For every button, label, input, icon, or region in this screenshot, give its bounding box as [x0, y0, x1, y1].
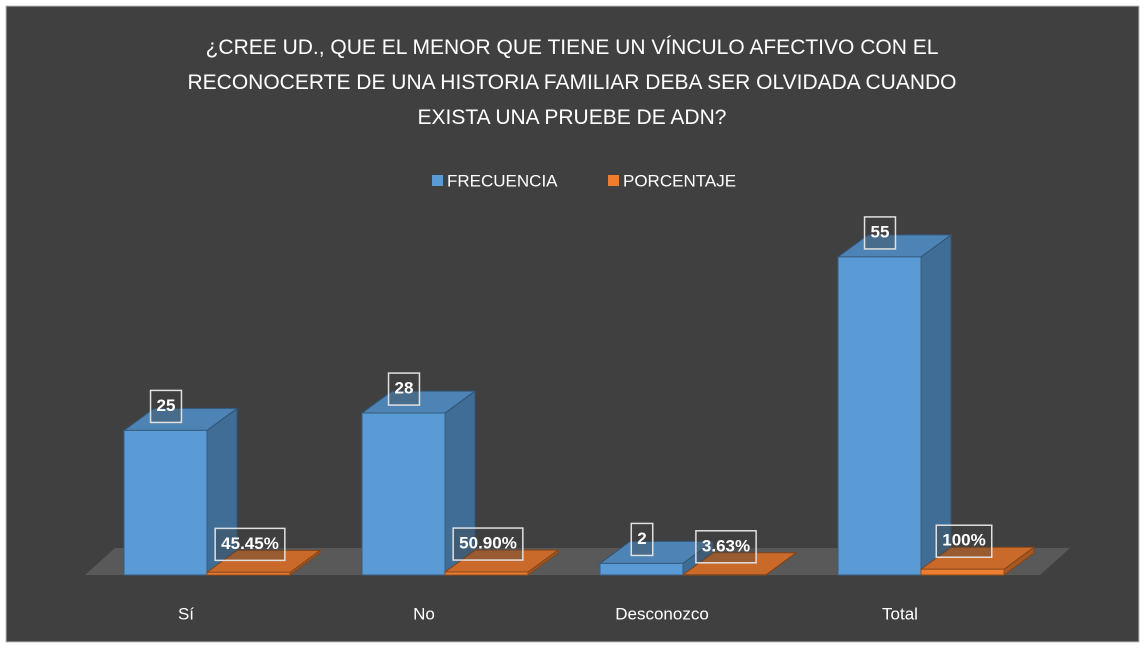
data-label: 50.90% [459, 534, 517, 553]
legend-swatch [608, 175, 619, 186]
data-label-box [452, 527, 524, 561]
data-label: 100% [942, 531, 985, 550]
data-label: 3.63% [702, 536, 750, 555]
data-label-box [935, 524, 993, 558]
bar [599, 562, 684, 576]
x-tick-label: Total [882, 604, 918, 623]
floor [85, 548, 1070, 575]
bar [206, 571, 291, 576]
x-tick-label: No [413, 604, 435, 623]
data-label: 45.45% [221, 534, 279, 553]
data-label-box [695, 530, 757, 564]
legend-label: FRECUENCIA [447, 171, 558, 190]
x-tick-label: Desconozco [615, 604, 709, 623]
data-label-box [630, 522, 654, 557]
data-label-box [863, 216, 897, 250]
data-label: 25 [157, 396, 176, 415]
data-label-box [387, 372, 421, 406]
bar [123, 429, 208, 576]
data-label: 28 [395, 379, 414, 398]
bar [920, 568, 1005, 576]
chart-title: ¿CREE UD., QUE EL MENOR QUE TIENE UN VÍN… [187, 36, 957, 129]
bar-side [920, 233, 952, 576]
bar [361, 412, 446, 576]
data-label: 55 [871, 222, 890, 241]
legend-label: PORCENTAJE [623, 171, 736, 190]
x-tick-label: Sí [178, 604, 194, 623]
data-label: 2 [637, 529, 646, 548]
data-label-box [214, 527, 286, 562]
bar [837, 256, 922, 576]
bar [444, 571, 529, 576]
data-label-box [149, 389, 183, 424]
legend-swatch [432, 175, 443, 186]
